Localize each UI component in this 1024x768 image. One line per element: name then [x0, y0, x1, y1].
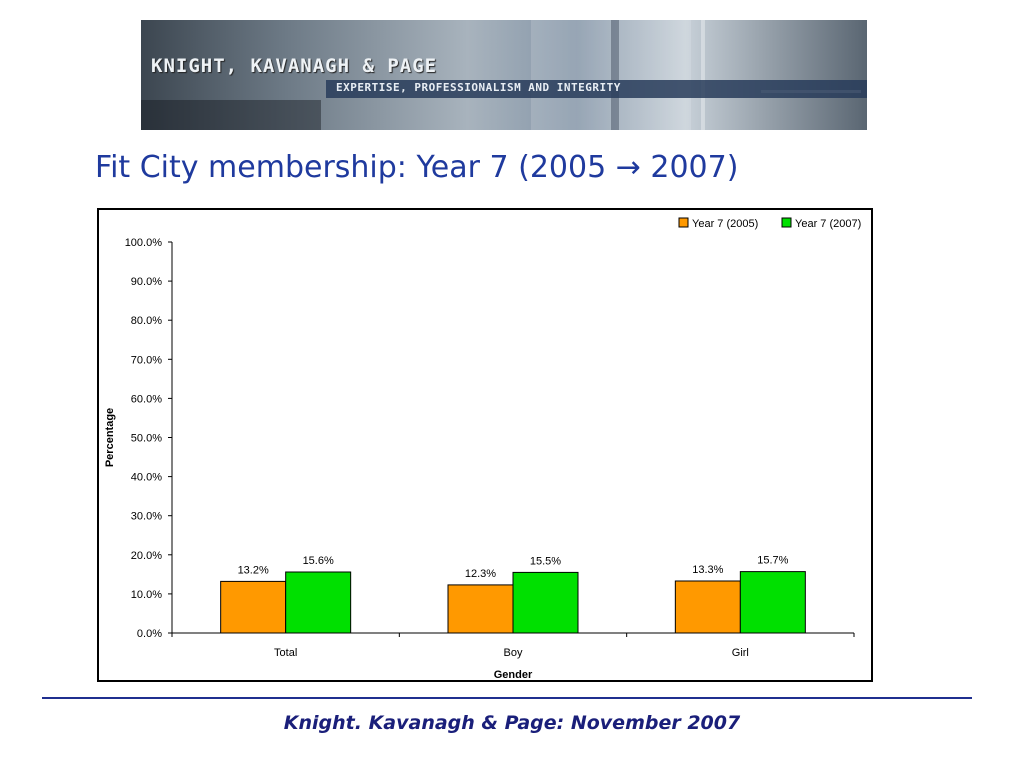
legend-label: Year 7 (2005)	[692, 218, 758, 230]
bar-2007	[739, 571, 806, 634]
data-label: 13.3%	[692, 564, 723, 576]
y-tick-label: 80.0%	[131, 315, 162, 327]
footer-rule	[42, 697, 972, 699]
bar-chart: 0.0% 10.0% 20.0% 30.0% 40.0% 50.0% 60.0% 70.0% 8…	[104, 217, 861, 680]
data-label: 15.6%	[303, 555, 334, 567]
banner-tagline-bar	[326, 80, 867, 98]
data-label: 13.2%	[238, 564, 269, 576]
y-tick-label: 60.0%	[131, 393, 162, 405]
bar-2007	[285, 571, 352, 634]
bar-2007	[512, 571, 579, 634]
y-tick-label: 70.0%	[131, 354, 162, 366]
y-tick-label: 40.0%	[131, 472, 162, 484]
legend-swatch-2005	[678, 217, 689, 228]
y-axis-title: Percentage	[104, 408, 116, 467]
x-axis-title: Gender	[494, 669, 533, 680]
banner-brand: KNIGHT, KAVANAGH & PAGE	[151, 55, 438, 77]
y-tick-label: 10.0%	[131, 589, 162, 601]
data-label: 15.5%	[530, 555, 561, 567]
data-label: 12.3%	[465, 568, 496, 580]
x-tick-label: Girl	[732, 647, 749, 659]
bar-2005	[447, 584, 514, 634]
y-tick-label: 100.0%	[125, 237, 163, 249]
header-banner: KNIGHT, KAVANAGH & PAGE EXPERTISE, PROFE…	[141, 20, 867, 130]
slide-title: Fit City membership: Year 7 (2005 → 2007…	[95, 150, 739, 185]
y-tick-label: 90.0%	[131, 276, 162, 288]
y-tick-label: 0.0%	[137, 628, 162, 640]
x-tick-label: Boy	[504, 647, 523, 659]
banner-tagline: EXPERTISE, PROFESSIONALISM AND INTEGRITY	[336, 81, 621, 94]
data-label: 15.7%	[757, 555, 788, 567]
chart-frame: 0.0% 10.0% 20.0% 30.0% 40.0% 50.0% 60.0% 70.0% 8…	[97, 208, 873, 682]
y-tick-label: 50.0%	[131, 433, 162, 445]
footer-text: Knight. Kavanagh & Page: November 2007	[283, 712, 741, 734]
bar-2005	[674, 580, 741, 634]
y-tick-label: 20.0%	[131, 550, 162, 562]
y-tick-label: 30.0%	[131, 511, 162, 523]
x-tick-label: Total	[274, 647, 297, 659]
legend-swatch-2007	[781, 217, 792, 228]
bar-2005	[220, 580, 287, 634]
legend-label: Year 7 (2007)	[795, 218, 861, 230]
